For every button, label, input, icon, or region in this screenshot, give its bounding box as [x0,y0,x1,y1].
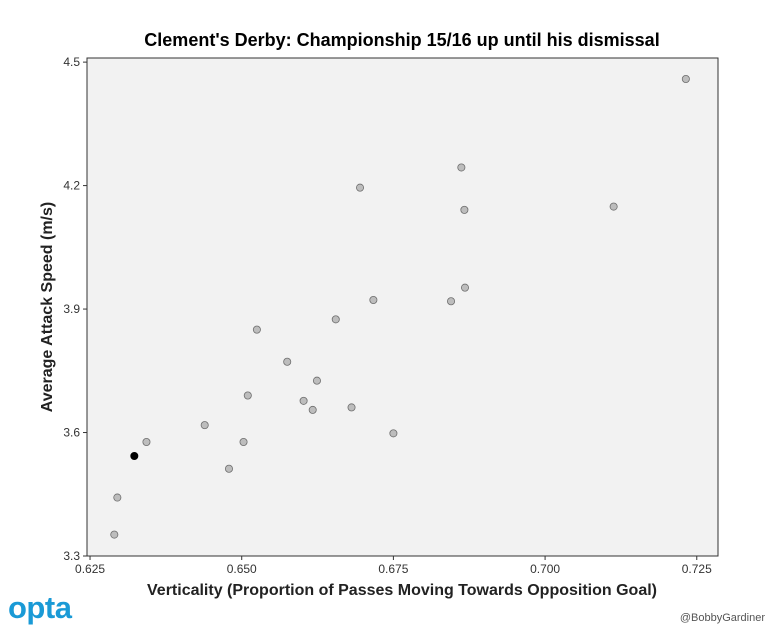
data-point [110,530,119,539]
data-point [224,464,233,473]
data-point [200,421,209,430]
data-point [347,403,356,412]
y-axis: 3.3 3.6 3.9 4.2 4.5 [63,55,87,563]
x-axis: 0.625 0.650 0.675 0.700 0.725 [75,556,712,576]
y-axis-title: Average Attack Speed (m/s) [39,202,56,412]
y-tick-label: 4.5 [63,55,80,69]
opta-logo: opta [8,590,72,625]
data-point [447,297,456,306]
data-point [460,283,469,292]
data-point [457,163,466,172]
data-point [113,493,122,502]
data-point [243,391,252,400]
x-tick-label: 0.725 [682,562,712,576]
data-point [609,202,618,211]
data-point [239,437,248,446]
plot-panel [86,57,719,557]
data-point [389,429,398,438]
data-point [681,74,690,83]
data-point [369,296,378,305]
data-point [308,405,317,414]
y-tick-label: 3.6 [63,426,80,440]
data-point [283,357,292,366]
author-credit: @BobbyGardiner [679,612,765,624]
x-tick-label: 0.625 [75,562,105,576]
data-point [312,376,321,385]
data-point [299,396,308,405]
y-tick-label: 3.3 [63,549,80,563]
y-tick-label: 4.2 [63,179,80,193]
data-point [331,315,340,324]
data-point [142,437,151,446]
data-point [252,325,261,334]
x-tick-label: 0.700 [530,562,560,576]
x-axis-title: Verticality (Proportion of Passes Moving… [147,582,657,599]
data-points [110,74,690,539]
data-point [460,205,469,214]
data-point [356,183,365,192]
x-tick-label: 0.650 [227,562,257,576]
chart-title: Clement's Derby: Championship 15/16 up u… [144,30,659,50]
y-tick-label: 3.9 [63,302,80,316]
highlighted-data-point [130,451,139,460]
x-tick-label: 0.675 [378,562,408,576]
